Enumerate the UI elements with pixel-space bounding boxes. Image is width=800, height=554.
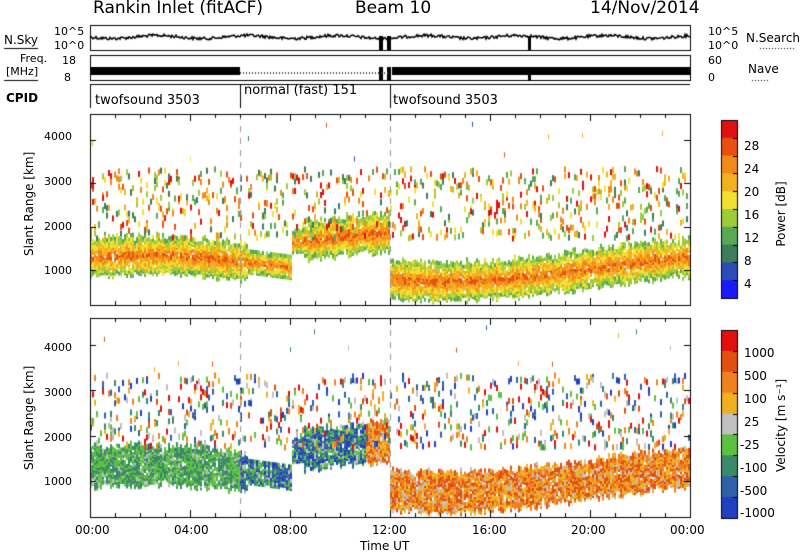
nave-label: Nave: [748, 62, 779, 76]
noise-search-label: N.Search: [746, 31, 800, 45]
velocity-ytick-2000: 2000: [44, 431, 72, 444]
freq-label: Freq.: [20, 52, 48, 65]
freq-tick-top: 18: [62, 54, 76, 67]
velocity-ytick-4000: 4000: [44, 341, 72, 354]
power-ytick-2000: 2000: [44, 220, 72, 233]
xtick-0000: 00:00: [75, 523, 110, 537]
cpid-label: CPID: [6, 91, 39, 105]
power-cb-tick-8: 8: [744, 254, 752, 268]
vel-cb-tick-100: 100: [744, 392, 767, 406]
freq-unit-label: [MHz]: [6, 65, 39, 78]
nave-tick-bottom: 0: [708, 71, 715, 84]
xtick-1200: 12:00: [372, 523, 407, 537]
xtick-0400: 04:00: [174, 523, 209, 537]
power-ytick-4000: 4000: [44, 130, 72, 143]
vel-cb-tick-m100: -100: [740, 461, 768, 475]
freq-tick-bottom: 8: [64, 71, 71, 84]
xtick-1600: 16:00: [472, 523, 507, 537]
power-ytick-1000: 1000: [44, 264, 72, 277]
velocity-ytick-1000: 1000: [44, 475, 72, 488]
power-cb-tick-16: 16: [744, 208, 760, 222]
power-cb-label: Power [dB]: [774, 181, 788, 247]
noise-right-tick-top: 10^5: [708, 25, 739, 38]
power-cb-tick-20: 20: [744, 185, 760, 199]
nave-tick-top: 60: [708, 54, 722, 67]
vel-cb-label: Velocity [m s⁻¹]: [774, 378, 788, 472]
xaxis-label: Time UT: [360, 539, 410, 553]
power-cb-tick-12: 12: [744, 231, 760, 245]
noise-left-tick-bottom: 10^0: [54, 39, 85, 52]
power-ytick-3000: 3000: [44, 175, 72, 188]
vel-cb-tick-25: 25: [744, 415, 760, 429]
cpid-segment-3: twofsound 3503: [393, 93, 498, 108]
vel-cb-tick-m500: -500: [740, 484, 768, 498]
xtick-0800: 08:00: [273, 523, 308, 537]
noise-left-tick-top: 10^5: [54, 25, 85, 38]
power-cb-tick-28: 28: [744, 139, 760, 153]
vel-cb-tick-500: 500: [744, 369, 767, 383]
power-cb-tick-24: 24: [744, 162, 760, 176]
station-title: Rankin Inlet (fitACF): [93, 0, 264, 18]
xtick-2000: 20:00: [571, 523, 606, 537]
vel-cb-tick-1000: 1000: [744, 346, 775, 360]
noise-right-tick-bottom: 10^0: [708, 39, 739, 52]
vel-cb-tick-m25: -25: [740, 438, 760, 452]
velocity-ylabel: Slant Range [km]: [22, 365, 36, 470]
beam-title: Beam 10: [355, 0, 432, 18]
power-ylabel: Slant Range [km]: [22, 151, 36, 256]
power-cb-tick-4: 4: [744, 277, 752, 291]
xtick-0000-end: 00:00: [670, 523, 705, 537]
vel-cb-tick-m1000: -1000: [740, 506, 775, 520]
date-title: 14/Nov/2014: [590, 0, 700, 18]
cpid-segment-2: normal (fast) 151: [244, 83, 358, 98]
noise-sky-label: N.Sky: [4, 33, 39, 47]
velocity-ytick-3000: 3000: [44, 386, 72, 399]
cpid-segment-1: twofsound 3503: [95, 93, 200, 108]
